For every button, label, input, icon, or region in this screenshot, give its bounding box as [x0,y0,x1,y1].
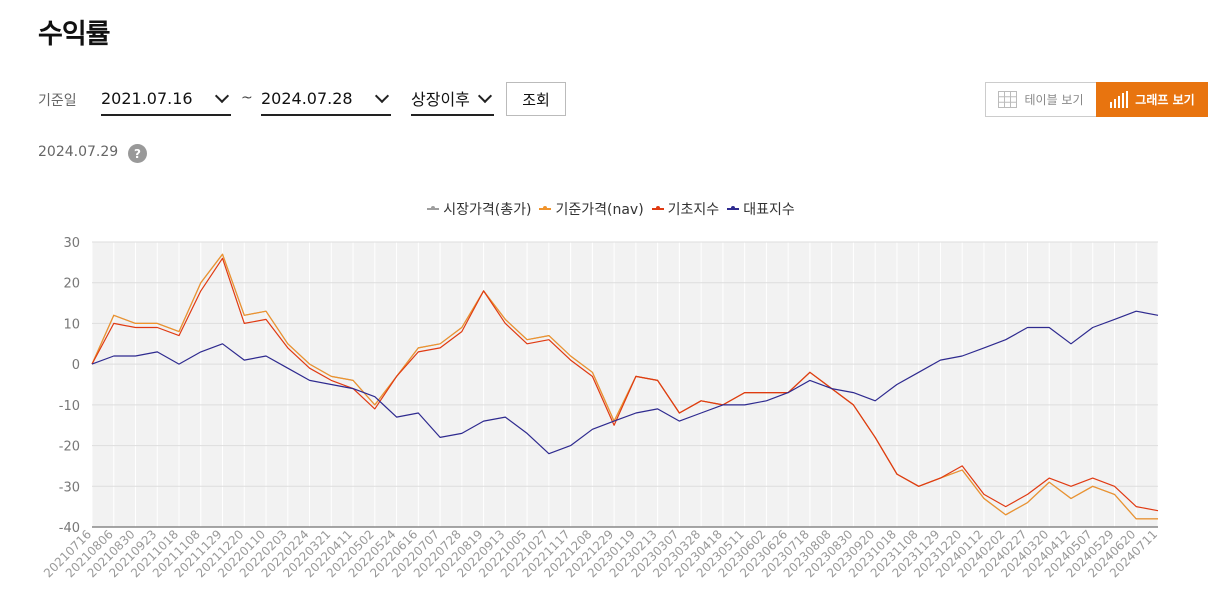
legend-item-market-price[interactable]: 시장가격(총가) [427,199,531,219]
page-title: 수익률 [38,19,111,50]
y-axis: 30 20 10 0 -10 -20 -30 -40 [59,236,1158,536]
legend-label: 기준가격(nav) [555,202,644,218]
y-tick-label: -30 [59,480,80,495]
legend-marker [539,206,552,210]
line-nav [91,253,1158,520]
y-tick-label: 30 [63,236,80,251]
chart-legend: 시장가격(총가) 기준가격(nav) 기초지수 대표지수 [0,199,1222,219]
period-value: 상장이후 [411,90,470,109]
x-axis: 2021071620210806202108302021092320211018… [41,527,1160,580]
graph-view-label: 그래프 보기 [1135,93,1195,107]
legend-item-base-index[interactable]: 기초지수 [651,199,720,219]
chevron-down-icon [374,88,390,104]
y-tick-label: 20 [63,277,80,292]
legend-marker [651,206,664,210]
legend-label: 시장가격(총가) [443,202,532,218]
series-lines [91,253,1159,520]
help-icon[interactable]: ? [128,144,147,163]
start-date-value: 2021.07.16 [101,88,193,108]
legend-label: 대표지수 [743,202,795,218]
grid-lines [91,241,1159,528]
plot-area [92,242,1158,527]
date-label: 기준일 [38,93,77,109]
chevron-down-icon [477,88,493,104]
y-tick-label: -10 [59,399,80,414]
line-benchmark [91,310,1159,455]
table-view-label: 테이블 보기 [1024,93,1084,107]
bar-chart-icon [1110,91,1129,108]
search-button[interactable]: 조회 [506,82,566,116]
legend-marker [727,206,740,210]
end-date-select[interactable]: 2024.07.28 [261,82,391,116]
table-view-button[interactable]: 테이블 보기 [985,82,1096,117]
legend-item-nav[interactable]: 기준가격(nav) [539,199,644,219]
legend-marker [427,206,440,210]
chevron-down-icon [214,88,230,104]
y-tick-label: 0 [72,358,80,373]
returns-line-chart: 30 20 10 0 -10 -20 -30 -40 20210716202108062021… [41,236,1160,580]
graph-view-button[interactable]: 그래프 보기 [1096,82,1208,117]
y-tick-label: -40 [59,521,80,536]
table-grid-icon [998,91,1018,108]
date-separator: ~ [241,90,253,106]
y-tick-label: -20 [59,440,80,455]
legend-item-benchmark[interactable]: 대표지수 [727,199,795,219]
y-tick-label: 10 [63,317,80,332]
period-select[interactable]: 상장이후 [411,82,494,116]
as-of-date: 2024.07.29 [38,144,119,160]
legend-label: 기초지수 [667,202,720,218]
line-base-index [91,257,1159,512]
end-date-value: 2024.07.28 [261,88,353,108]
start-date-select[interactable]: 2021.07.16 [101,82,231,116]
